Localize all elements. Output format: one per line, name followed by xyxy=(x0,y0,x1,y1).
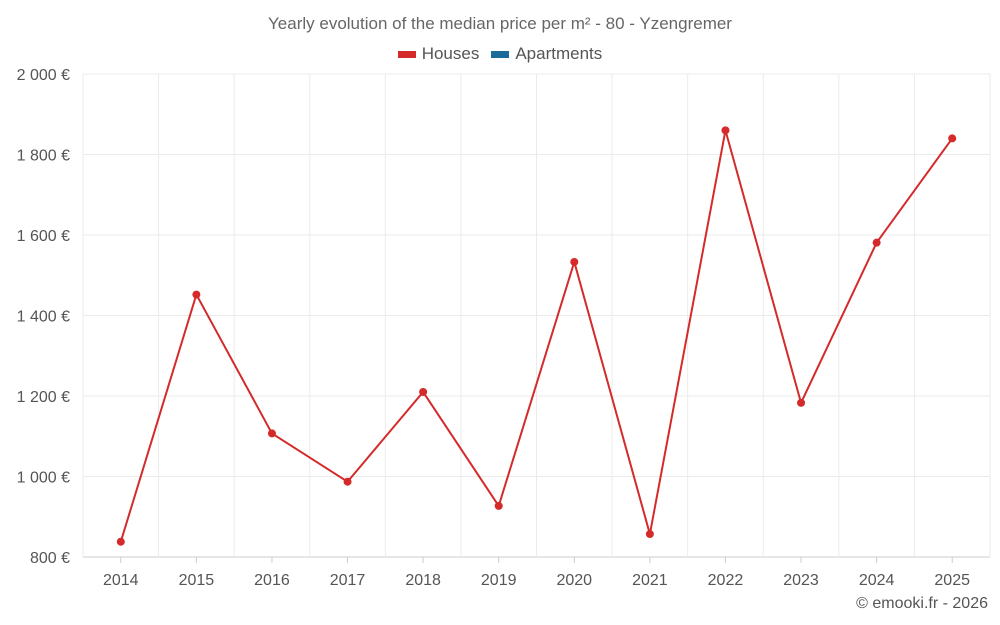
data-point-houses-2021 xyxy=(645,530,654,539)
x-tick-label: 2023 xyxy=(783,572,819,589)
y-tick-label: 1 200 € xyxy=(17,389,70,406)
data-point-houses-2024 xyxy=(872,238,881,247)
y-tick-label: 800 € xyxy=(30,550,70,567)
y-tick-label: 1 000 € xyxy=(17,470,70,487)
legend-item-apartments[interactable]: Apartments xyxy=(491,44,602,64)
legend-item-houses[interactable]: Houses xyxy=(397,44,480,64)
data-point-houses-2020 xyxy=(570,257,579,266)
x-tick-label: 2020 xyxy=(556,572,592,589)
legend-label-houses: Houses xyxy=(421,44,480,63)
x-tick-label: 2014 xyxy=(103,572,139,589)
y-tick-label: 1 400 € xyxy=(17,309,70,326)
data-point-houses-2022 xyxy=(721,126,730,135)
x-tick-label: 2017 xyxy=(330,572,366,589)
data-point-houses-2015 xyxy=(192,290,201,299)
data-point-houses-2019 xyxy=(494,501,503,510)
y-tick-label: 1 800 € xyxy=(17,148,70,165)
data-point-houses-2017 xyxy=(343,477,352,486)
x-tick-label: 2022 xyxy=(708,572,744,589)
credit-text: © emooki.fr - 2026 xyxy=(856,595,988,612)
x-tick-label: 2019 xyxy=(481,572,517,589)
data-point-houses-2023 xyxy=(797,398,806,407)
data-point-houses-2016 xyxy=(267,429,276,438)
x-tick-label: 2025 xyxy=(934,572,970,589)
chart-title: Yearly evolution of the median price per… xyxy=(268,14,732,33)
x-tick-label: 2024 xyxy=(859,572,895,589)
legend-swatch-apartments xyxy=(491,50,510,58)
legend-label-apartments: Apartments xyxy=(515,44,603,63)
legend-swatch-houses xyxy=(397,50,416,58)
data-point-houses-2018 xyxy=(419,387,428,396)
data-point-houses-2014 xyxy=(116,537,125,546)
x-tick-label: 2021 xyxy=(632,572,668,589)
x-tick-label: 2018 xyxy=(405,572,441,589)
x-tick-label: 2016 xyxy=(254,572,290,589)
y-tick-label: 1 600 € xyxy=(17,228,70,245)
x-tick-label: 2015 xyxy=(179,572,215,589)
y-tick-label: 2 000 € xyxy=(17,67,70,84)
data-point-houses-2025 xyxy=(948,134,957,143)
series-line-houses xyxy=(119,130,954,542)
legend: Houses Apartments xyxy=(0,44,1000,64)
